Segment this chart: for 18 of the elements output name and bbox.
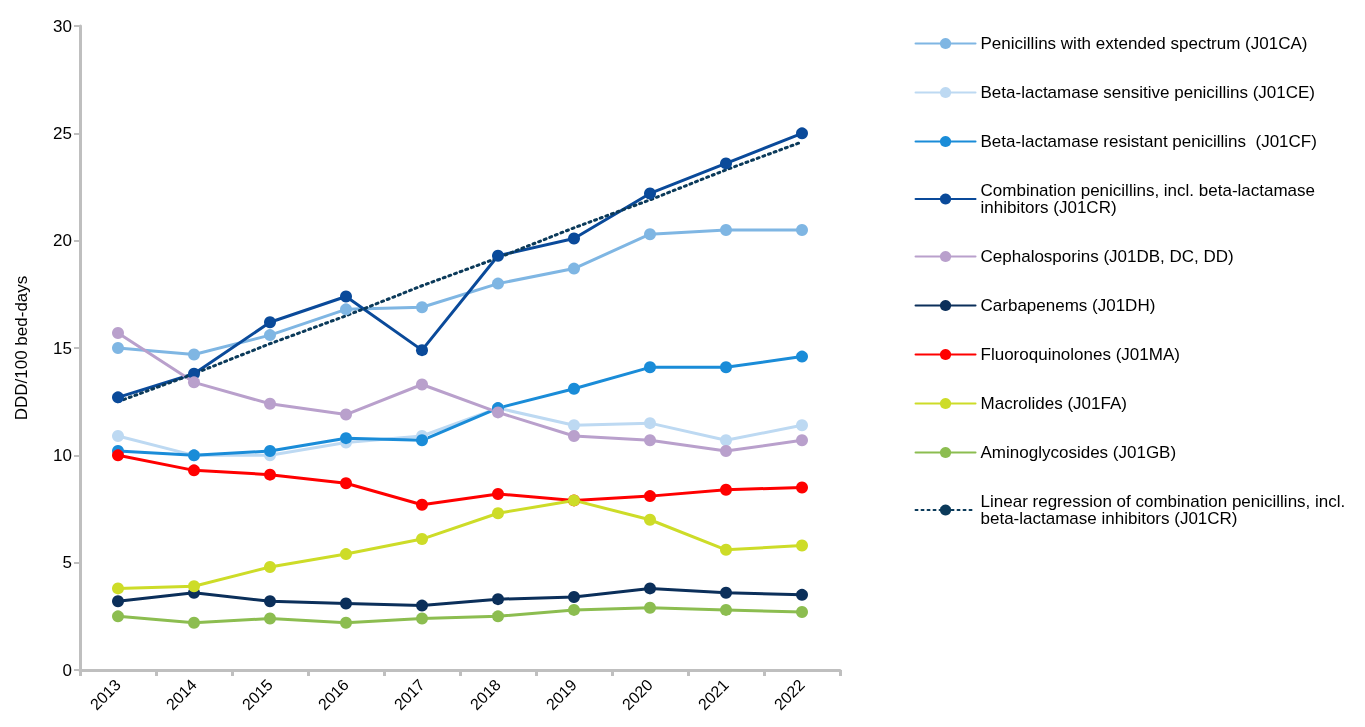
legend-label: Carbapenems (J01DH) xyxy=(980,296,1156,315)
legend-label: Penicillins with extended spectrum (J01CA) xyxy=(980,34,1308,53)
y-tick-label: 20 xyxy=(53,231,72,251)
legend-label: Combination penicillins, incl. beta-lactamase inhibitors (J01CR) xyxy=(980,181,1320,217)
legend-label: Macrolides (J01FA) xyxy=(980,394,1127,413)
y-tick-label: 10 xyxy=(53,445,72,465)
y-axis-title: DDD/100 bed-days xyxy=(12,275,31,421)
legend-label: Aminoglycosides (J01GB) xyxy=(980,443,1177,462)
y-tick-label: 25 xyxy=(53,123,72,143)
legend-label: Beta-lactamase sensitive penicillins (J01CE) xyxy=(980,83,1316,102)
legend-label: Fluoroquinolones (J01MA) xyxy=(980,345,1180,364)
y-tick-label: 30 xyxy=(53,16,72,36)
y-tick-label: 5 xyxy=(62,553,72,573)
legend-label: Linear regression of combination penicillins, incl. beta-lactamase inhibitors (J01CR) xyxy=(980,492,1350,528)
legend-label: Cephalosporins (J01DB, DC, DD) xyxy=(980,247,1234,266)
y-tick-label: 0 xyxy=(62,660,72,680)
legend-label: Beta-lactamase resistant penicillins (J01CF) xyxy=(980,132,1317,151)
y-tick-label: 15 xyxy=(53,338,72,358)
